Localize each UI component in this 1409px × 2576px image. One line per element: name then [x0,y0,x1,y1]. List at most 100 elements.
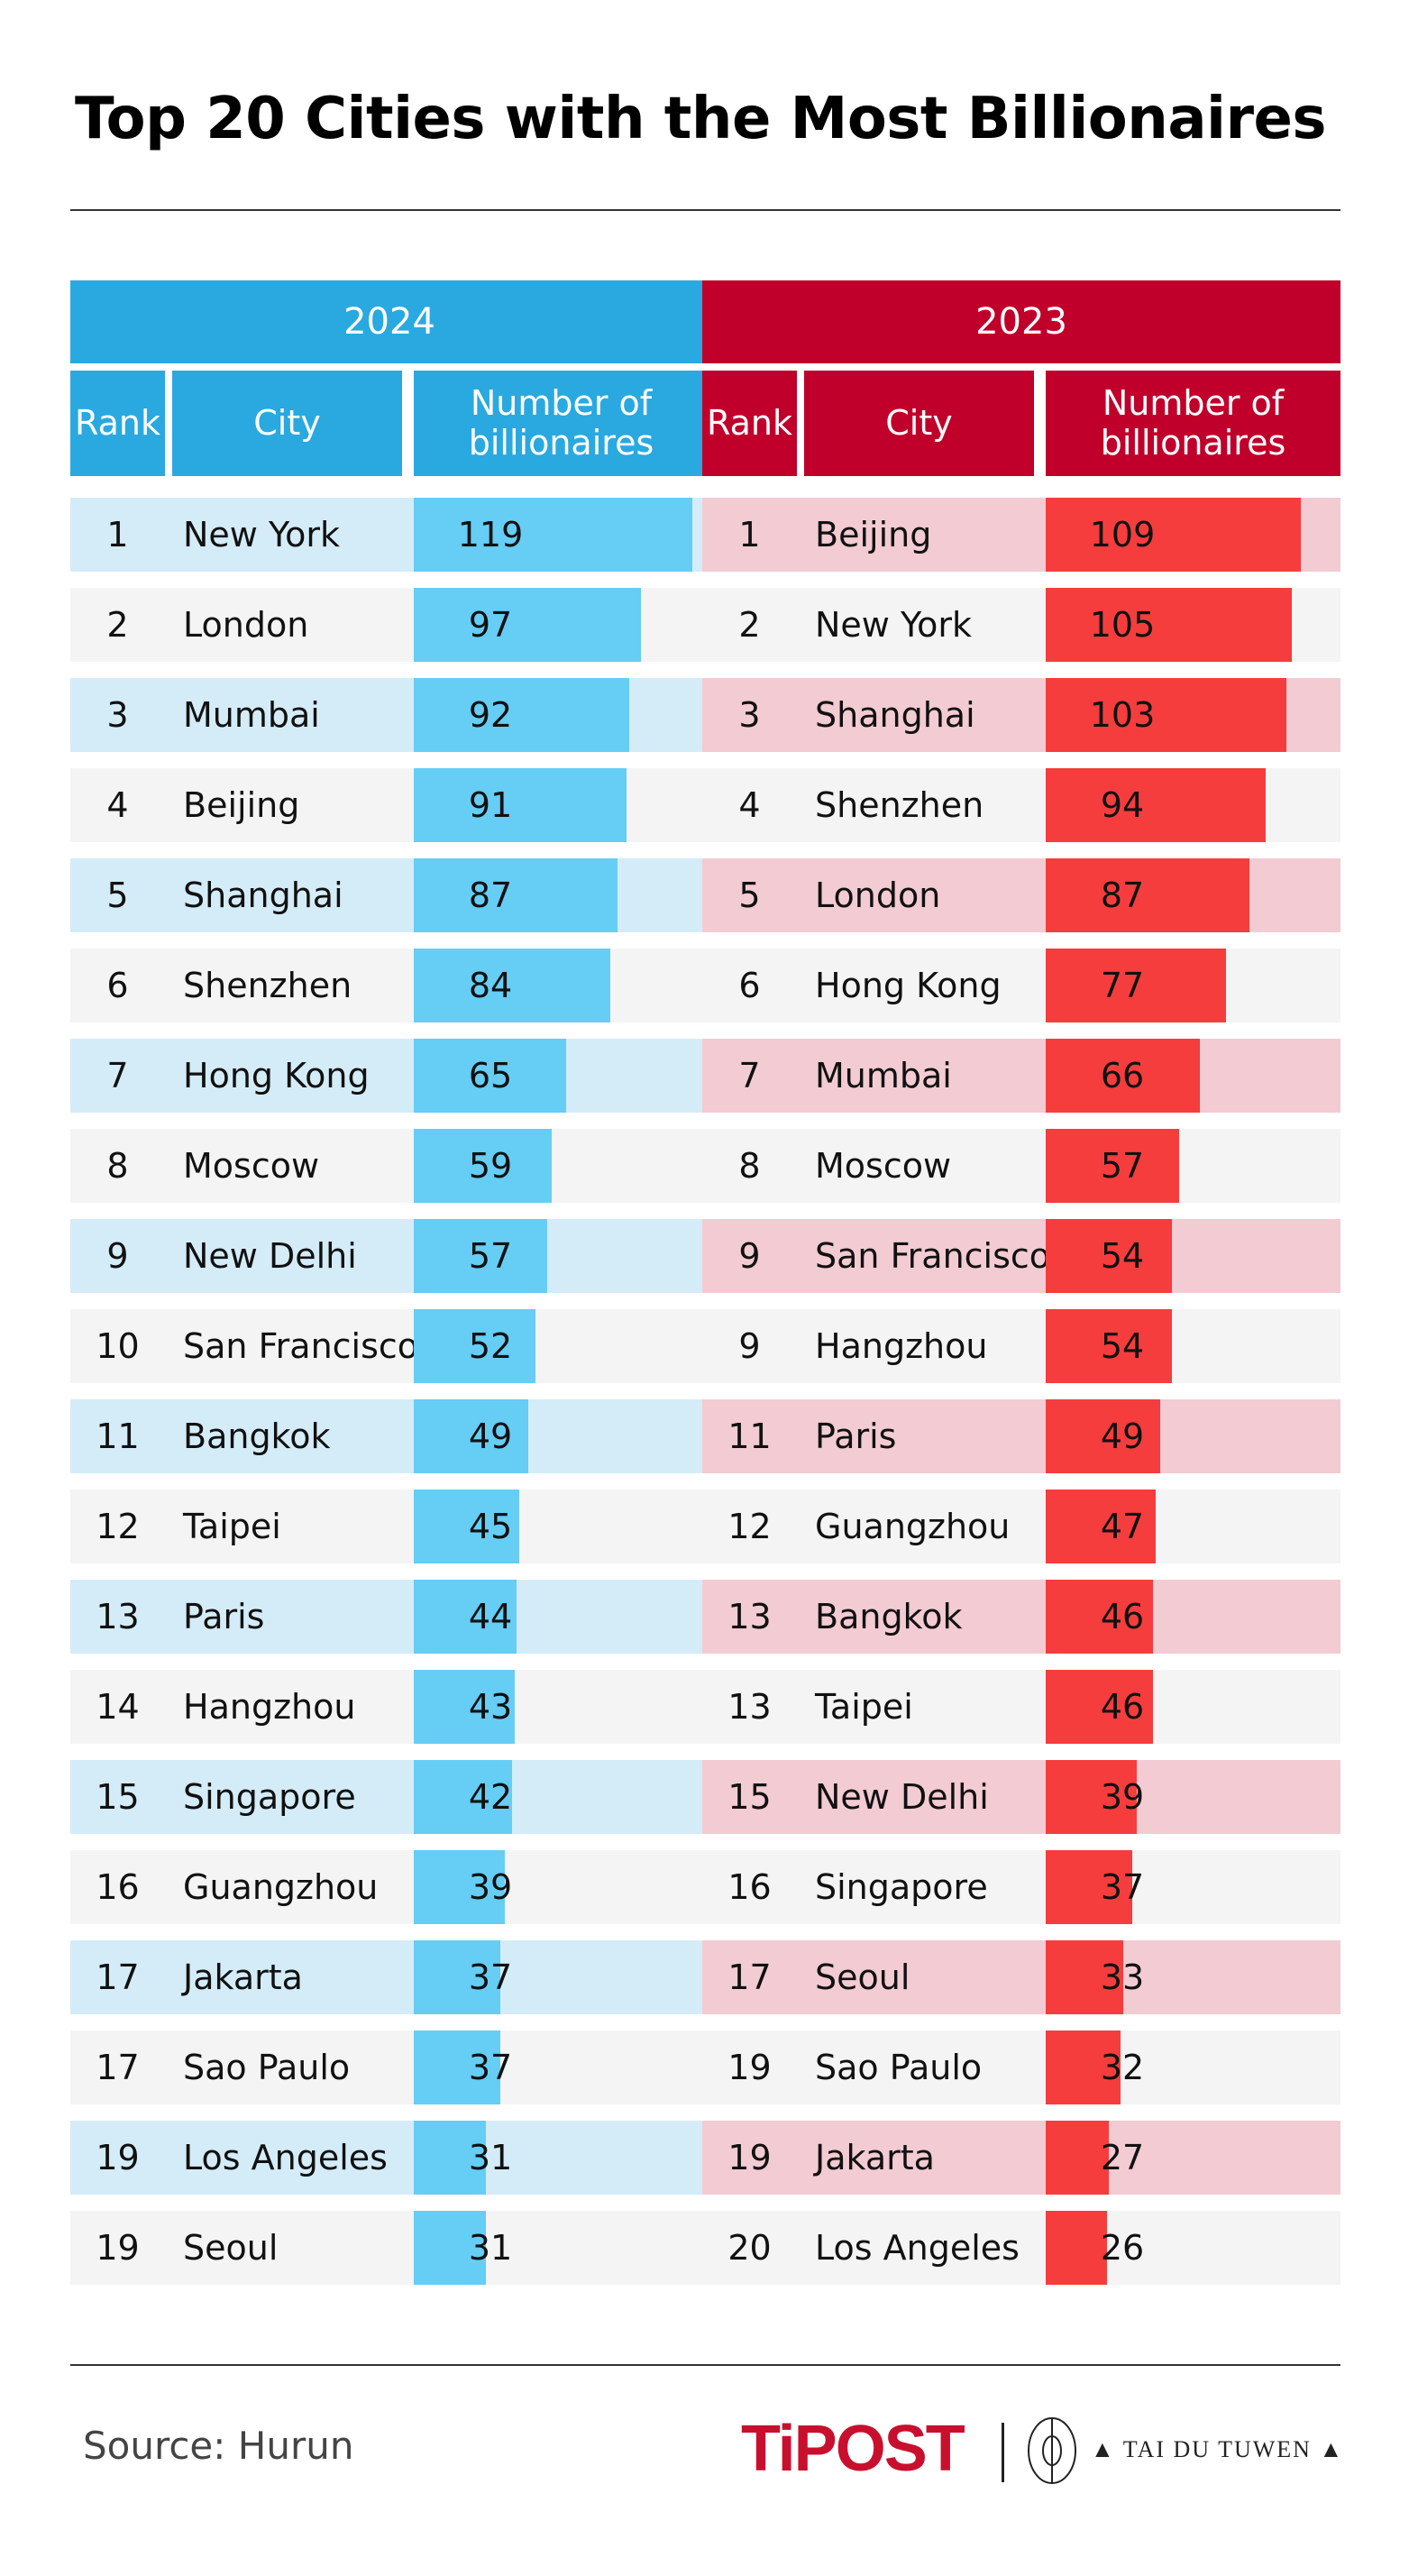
rank-cell: 5 [738,875,761,915]
rank-cell: 16 [727,1867,772,1907]
bar [1046,1490,1156,1563]
city-cell: Moscow [183,1146,320,1186]
bar-cell: 94 [1046,768,1340,842]
rank-cell: 19 [727,2048,772,2087]
value-label: 42 [468,1777,513,1817]
value-label: 119 [457,515,524,555]
value-label: 94 [1100,785,1145,825]
tai-du-tuwen-logo: ▲ TAI DU TUWEN ▲ [1091,2436,1345,2462]
bar [414,1399,528,1473]
rank-cell: 12 [727,1507,772,1546]
value-label: 105 [1089,605,1156,645]
bar [414,1760,512,1834]
rank-cell: 9 [106,1236,129,1276]
value-label: 109 [1089,515,1156,555]
city-cell: Mumbai [183,695,320,735]
table-row: 13 Bangkok 46 [702,1580,1340,1654]
bar-cell: 32 [1046,2031,1340,2104]
city-cell: New York [815,605,973,645]
rank-cell: 3 [738,695,761,735]
table-row: 11 Paris 49 [702,1399,1340,1473]
table-row: 7 Mumbai 66 [702,1039,1340,1113]
table-row: 3 Shanghai 103 [702,678,1340,752]
table-row: 2 London 97 [70,588,709,662]
table-row: 15 Singapore 42 [70,1760,709,1834]
value-label: 66 [1100,1056,1145,1095]
city-cell: Los Angeles [815,2228,1020,2268]
table-row: 16 Singapore 37 [702,1850,1340,1924]
value-label: 37 [468,1957,513,1997]
rank-cell: 13 [727,1597,772,1636]
rank-cell: 1 [738,515,761,555]
bar-cell: 46 [1046,1580,1340,1654]
value-label: 31 [468,2228,513,2268]
city-cell: Shenzhen [183,966,352,1005]
bar-cell: 84 [414,949,709,1022]
value-label: 87 [1100,875,1145,915]
table-row: 17 Sao Paulo 37 [70,2031,709,2104]
bar [1046,1039,1200,1113]
rank-cell: 13 [727,1687,772,1727]
rank-cell: 7 [106,1056,129,1095]
bar [1046,2121,1109,2195]
rank-cell: 20 [727,2228,772,2268]
bar-cell: 39 [414,1850,709,1924]
column-header-value: Number of billionaires [1046,371,1340,476]
bar [1046,2211,1107,2285]
table-row: 6 Shenzhen 84 [70,949,709,1022]
rank-cell: 19 [96,2138,140,2177]
rank-cell: 13 [96,1597,140,1636]
bar-cell: 119 [414,498,709,572]
value-label: 44 [468,1597,513,1636]
value-label: 37 [1100,1867,1145,1907]
bottom-divider [70,2364,1340,2366]
rank-cell: 8 [738,1146,761,1186]
value-label: 37 [468,2048,513,2087]
city-cell: London [815,875,941,915]
city-cell: Beijing [183,785,300,825]
top-divider [70,209,1340,211]
bar [414,1490,519,1563]
bar-cell: 31 [414,2211,709,2285]
value-label: 59 [468,1146,513,1186]
eye-seal-icon [1028,2417,1076,2484]
value-label: 54 [1100,1236,1145,1276]
rank-cell: 19 [727,2138,772,2177]
column-header-city: City [172,371,402,476]
rank-cell: 11 [727,1416,772,1456]
rank-cell: 6 [106,966,129,1005]
value-label: 45 [468,1507,513,1546]
bar-cell: 77 [1046,949,1340,1022]
city-cell: Beijing [815,515,932,555]
bar-cell: 54 [1046,1309,1340,1383]
rank-cell: 14 [96,1687,140,1727]
city-cell: New York [183,515,341,555]
city-cell: Paris [183,1597,265,1636]
bar-cell: 52 [414,1309,709,1383]
bar-cell: 54 [1046,1219,1340,1293]
bar-cell: 105 [1046,588,1340,662]
bar [414,2031,500,2104]
table-row: 7 Hong Kong 65 [70,1039,709,1113]
bar [414,1129,552,1203]
rank-cell: 16 [96,1867,140,1907]
bar [1046,1399,1160,1473]
city-cell: Guangzhou [815,1507,1011,1546]
table-row: 12 Guangzhou 47 [702,1490,1340,1563]
city-cell: Taipei [815,1687,913,1727]
rank-cell: 17 [96,2048,140,2087]
bar-cell: 47 [1046,1490,1340,1563]
bar [1046,1580,1153,1654]
bar-cell: 109 [1046,498,1340,572]
table-row: 19 Los Angeles 31 [70,2121,709,2195]
bar [1046,588,1292,662]
page-title: Top 20 Cities with the Most Billionaires [75,86,1327,152]
bar [1046,1940,1123,2014]
value-label: 97 [468,605,513,645]
value-label: 46 [1100,1597,1145,1636]
bar [414,588,641,662]
bar-cell: 49 [1046,1399,1340,1473]
city-cell: Bangkok [815,1597,963,1636]
value-label: 84 [468,966,513,1005]
bar-cell: 26 [1046,2211,1340,2285]
